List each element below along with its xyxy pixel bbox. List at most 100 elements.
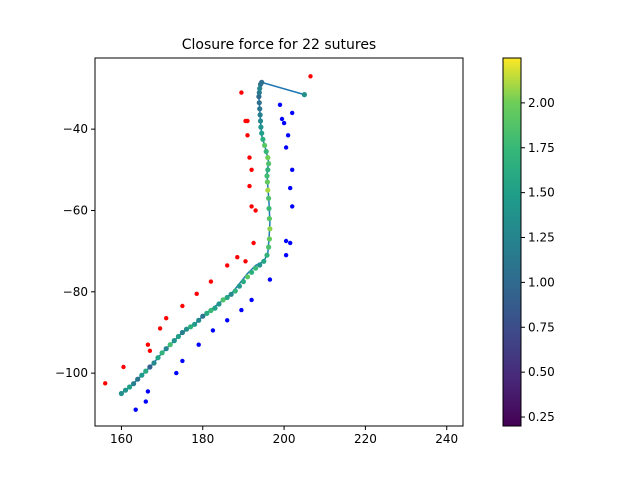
axes-frame xyxy=(94,57,464,427)
force-point-28 xyxy=(232,288,238,294)
force-point-45 xyxy=(264,173,270,179)
y-tick-label--60: −60 xyxy=(63,203,88,217)
force-point-24 xyxy=(216,301,222,307)
x-tick-label-180: 180 xyxy=(191,432,214,446)
force-point-36 xyxy=(264,252,270,258)
force-point-22 xyxy=(208,307,214,314)
suture-point-3-15 xyxy=(288,185,293,191)
suture-point-2-10 xyxy=(235,255,240,260)
suture-point-2-9 xyxy=(225,263,230,268)
suture-point-3-8 xyxy=(239,307,244,313)
suture-point-2-18 xyxy=(253,208,258,213)
force-point-63 xyxy=(301,92,307,98)
force-point-3 xyxy=(131,381,137,387)
y-axis: −100 −80 −60 −40 xyxy=(55,122,95,380)
suture-point-3-17 xyxy=(283,145,289,150)
suture-point-2-21 xyxy=(239,90,244,95)
force-point-42 xyxy=(266,195,272,201)
suture-point-2-6 xyxy=(180,303,185,309)
force-point-17 xyxy=(188,324,194,330)
force-point-56 xyxy=(257,106,263,112)
force-point-15 xyxy=(179,329,185,336)
force-point-47 xyxy=(266,161,272,167)
plot-area xyxy=(103,74,313,412)
series-line-0 xyxy=(120,81,305,395)
suture-point-2-14 xyxy=(249,167,254,172)
suture-point-2-2 xyxy=(145,342,151,347)
suture-point-2-22 xyxy=(308,74,313,79)
force-point-37 xyxy=(266,244,272,250)
force-point-44 xyxy=(264,179,270,185)
suture-point-2-5 xyxy=(164,316,169,321)
colorbar-tick-label-1.25: 1.25 xyxy=(528,231,555,245)
force-point-38 xyxy=(266,236,272,242)
suture-point-2-16 xyxy=(249,204,254,209)
force-point-57 xyxy=(256,100,262,106)
force-point-52 xyxy=(259,130,265,136)
suture-point-3-18 xyxy=(285,133,291,138)
force-point-19 xyxy=(196,317,202,323)
suture-point-3-0 xyxy=(133,407,138,412)
suture-point-3-1 xyxy=(143,399,148,404)
force-point-7 xyxy=(147,364,153,370)
suture-point-3-14 xyxy=(290,204,295,209)
force-point-11 xyxy=(163,346,169,352)
force-point-35 xyxy=(261,258,267,264)
force-point-27 xyxy=(228,291,234,297)
x-tick-label-240: 240 xyxy=(435,432,458,446)
suture-point-3-11 xyxy=(283,253,289,258)
y-tick-label--40: −40 xyxy=(63,122,88,136)
colorbar-tick-label-0.25: 0.25 xyxy=(528,410,555,424)
force-point-16 xyxy=(183,326,190,332)
chart-title: Closure force for 22 sutures xyxy=(182,37,376,53)
suture-point-2-4 xyxy=(157,326,163,331)
suture-point-3-22 xyxy=(277,102,283,108)
force-point-55 xyxy=(257,112,263,118)
force-point-29 xyxy=(236,283,242,289)
force-point-30 xyxy=(240,279,246,285)
force-point-50 xyxy=(262,142,268,148)
suture-point-3-2 xyxy=(145,389,151,394)
force-point-53 xyxy=(258,124,264,130)
force-point-13 xyxy=(171,338,177,344)
force-point-2 xyxy=(127,384,133,390)
suture-point-2-13 xyxy=(247,155,252,160)
force-point-62 xyxy=(259,79,265,85)
suture-point-2-7 xyxy=(194,291,199,296)
colorbar-tick-label-1.5: 1.50 xyxy=(528,186,555,200)
suture-point-3-19 xyxy=(281,120,287,126)
colorbar-tick-label-0.75: 0.75 xyxy=(528,320,555,334)
suture-point-3-12 xyxy=(288,240,293,246)
x-tick-label-220: 220 xyxy=(354,432,377,446)
suture-point-2-1 xyxy=(121,364,126,370)
suture-point-2-0 xyxy=(103,381,108,386)
suture-point-3-4 xyxy=(180,358,185,364)
suture-point-2-8 xyxy=(208,279,214,284)
suture-point-3-3 xyxy=(174,370,179,376)
force-point-12 xyxy=(167,342,173,348)
suture-point-2-17 xyxy=(251,240,256,246)
force-point-14 xyxy=(175,333,181,340)
suture-point-3-5 xyxy=(196,342,201,347)
suture-point-3-20 xyxy=(279,116,285,122)
force-point-32 xyxy=(249,269,255,275)
force-point-46 xyxy=(265,167,271,173)
force-point-18 xyxy=(192,321,198,327)
suture-point-2-3 xyxy=(147,348,153,353)
force-point-20 xyxy=(200,313,206,319)
x-tick-label-160: 160 xyxy=(110,432,133,446)
colorbar-axis: 0.25 0.50 0.75 1.00 1.25 1.50 1.75 2.00 xyxy=(521,96,555,424)
force-point-48 xyxy=(265,155,271,161)
force-point-43 xyxy=(265,187,271,193)
force-point-39 xyxy=(267,226,273,232)
force-point-40 xyxy=(266,216,272,222)
suture-point-3-9 xyxy=(249,297,254,303)
force-point-59 xyxy=(256,90,262,96)
y-tick-label--100: −100 xyxy=(55,366,88,380)
x-tick-label-200: 200 xyxy=(273,432,296,446)
force-point-31 xyxy=(244,274,251,280)
colorbar xyxy=(502,57,522,427)
suture-point-3-13 xyxy=(283,238,289,244)
force-point-1 xyxy=(122,387,129,393)
